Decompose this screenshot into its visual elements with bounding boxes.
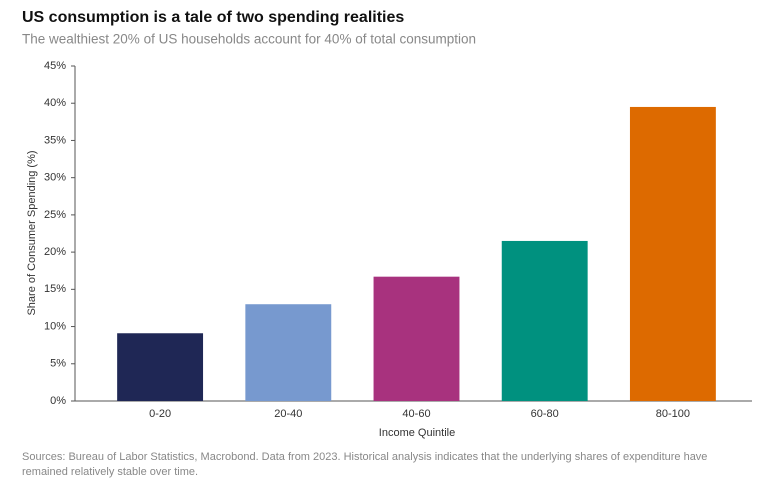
y-axis-title: Share of Consumer Spending (%) [26, 150, 38, 315]
x-tick-label: 40-60 [402, 408, 430, 420]
source-note: Sources: Bureau of Labor Statistics, Mac… [22, 451, 708, 478]
bar [117, 333, 204, 401]
y-tick-label: 20% [44, 246, 66, 258]
x-tick-label: 80-100 [656, 408, 690, 420]
y-tick-label: 15% [44, 283, 66, 295]
y-tick-label: 30% [44, 172, 66, 184]
y-tick-label: 25% [44, 209, 66, 221]
x-tick-label: 0-20 [149, 408, 171, 420]
x-tick-label: 20-40 [274, 408, 302, 420]
y-tick-label: 40% [44, 97, 66, 109]
x-axis-title: Income Quintile [379, 427, 455, 439]
y-tick-label: 10% [44, 320, 66, 332]
x-tick-label: 60-80 [531, 408, 559, 420]
y-tick-label: 5% [50, 358, 66, 370]
chart-subtitle: The wealthiest 20% of US households acco… [22, 32, 476, 47]
bar [501, 240, 588, 401]
y-tick-label: 0% [50, 395, 66, 407]
bar [373, 276, 460, 401]
y-tick-label: 45% [44, 60, 66, 72]
bar [245, 304, 332, 401]
y-tick-label: 35% [44, 134, 66, 146]
bar [629, 106, 716, 401]
chart-title: US consumption is a tale of two spending… [22, 9, 404, 26]
